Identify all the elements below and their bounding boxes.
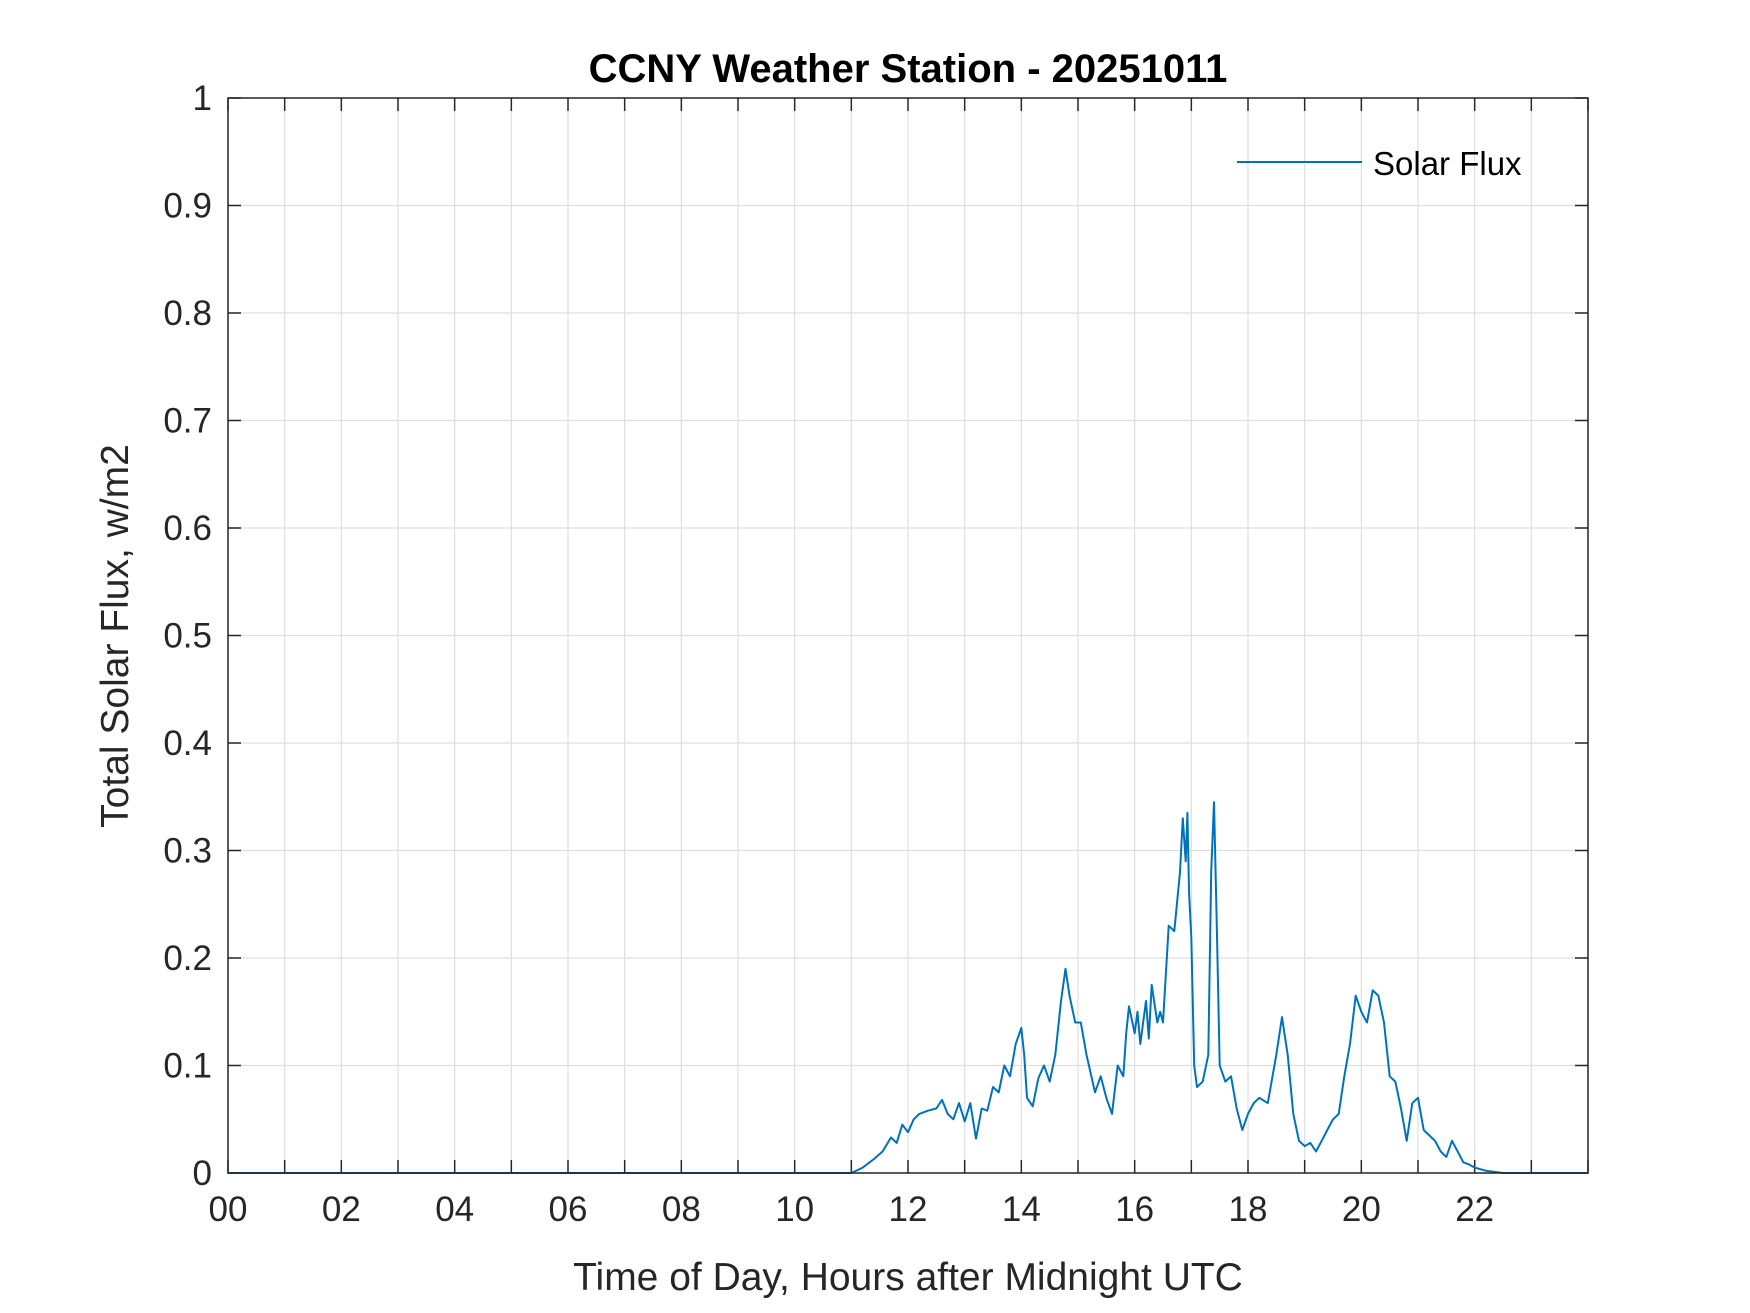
x-tick-label: 22 [1455, 1190, 1494, 1229]
x-tick-label: 08 [662, 1190, 701, 1229]
x-tick-label: 20 [1342, 1190, 1381, 1229]
x-tick-label: 14 [1002, 1190, 1041, 1229]
x-tick-label: 00 [209, 1190, 248, 1229]
y-tick-label: 0.5 [163, 617, 212, 656]
legend-label-solar-flux: Solar Flux [1373, 145, 1522, 182]
y-tick-labels: 0 0.1 0.2 0.3 0.4 0.5 0.6 0.7 0.8 0.9 1 [163, 79, 212, 1193]
y-tick-label: 0.1 [163, 1047, 212, 1086]
y-tick-label: 0.7 [163, 402, 212, 441]
y-tick-label: 0.2 [163, 939, 212, 978]
y-tick-label: 0.9 [163, 187, 212, 226]
y-tick-label: 0 [193, 1154, 212, 1193]
axis-ticks [227, 97, 1589, 1174]
y-tick-label: 0.8 [163, 294, 212, 333]
x-axis-label: Time of Day, Hours after Midnight UTC [573, 1256, 1243, 1299]
y-tick-label: 0.4 [163, 724, 212, 763]
chart-title: CCNY Weather Station - 20251011 [589, 47, 1228, 91]
grid-lines [227, 97, 1589, 1174]
y-tick-label: 0.3 [163, 832, 212, 871]
x-tick-label: 16 [1115, 1190, 1154, 1229]
y-axis-label: Total Solar Flux, w/m2 [94, 444, 137, 828]
x-tick-label: 12 [889, 1190, 928, 1229]
x-tick-labels: 00 02 04 06 08 10 12 14 16 18 20 22 [209, 1190, 1495, 1229]
x-tick-label: 10 [775, 1190, 814, 1229]
x-tick-label: 04 [435, 1190, 474, 1229]
y-tick-label: 0.6 [163, 509, 212, 548]
y-tick-label: 1 [193, 79, 212, 118]
x-tick-label: 18 [1229, 1190, 1268, 1229]
plot-frame [227, 97, 1589, 1174]
legend: Solar Flux [1237, 145, 1522, 182]
series-line-solar-flux [228, 801, 1588, 1174]
x-tick-label: 06 [549, 1190, 588, 1229]
x-tick-label: 02 [322, 1190, 361, 1229]
